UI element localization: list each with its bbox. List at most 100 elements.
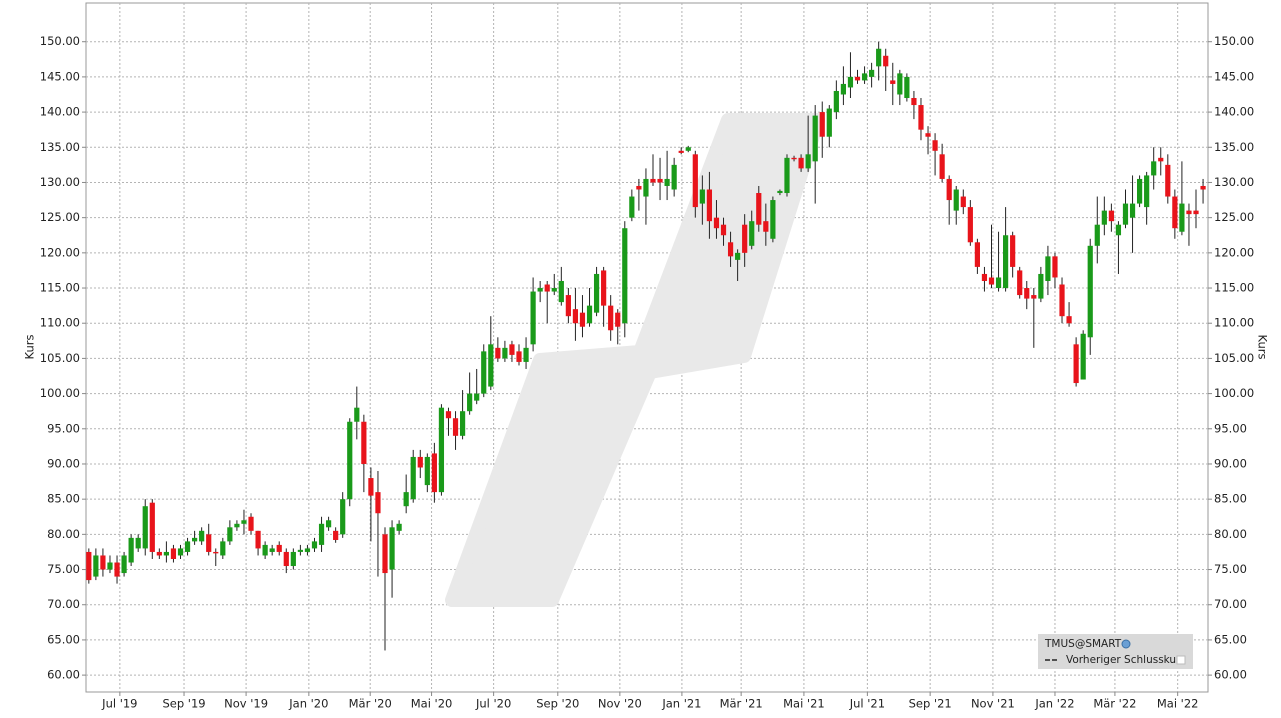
candle-body <box>403 492 409 507</box>
candle-body <box>777 190 783 194</box>
candle-body <box>1200 185 1206 190</box>
candle-body <box>756 193 762 225</box>
candle-body <box>1010 235 1016 267</box>
candle-body <box>431 453 437 493</box>
candle-body <box>100 555 106 570</box>
x-tick-label: Jul '20 <box>475 697 511 711</box>
candle-body <box>452 418 459 436</box>
y2-tick-label: 135.00 <box>1214 140 1254 154</box>
candle-body <box>93 555 99 577</box>
legend-label: Vorheriger Schlusskurs <box>1066 654 1186 666</box>
candle-body <box>615 312 621 327</box>
y2-tick-label: 70.00 <box>1214 597 1247 611</box>
candle-body <box>276 544 282 552</box>
candle-body <box>262 544 268 556</box>
x-tick-label: Mai '20 <box>411 697 453 711</box>
x-tick-label: Sep '19 <box>162 697 205 711</box>
y-tick-label: 95.00 <box>47 421 80 435</box>
x-tick-label: Jan '20 <box>288 697 328 711</box>
y-tick-label: 80.00 <box>47 527 80 541</box>
candle-body <box>467 393 473 412</box>
y-tick-label: 120.00 <box>40 245 80 259</box>
candle-body <box>213 551 219 554</box>
candle-body <box>149 502 155 552</box>
y2-tick-label: 105.00 <box>1214 351 1254 365</box>
candle-body <box>727 242 734 257</box>
candle-body <box>516 351 522 362</box>
candle-body <box>586 305 593 324</box>
candle-body <box>636 185 642 190</box>
candle-body <box>974 242 980 267</box>
candle-body <box>107 562 113 570</box>
candle-body <box>368 478 374 496</box>
candle-body <box>791 157 797 160</box>
candle-body <box>1129 203 1136 218</box>
x-tick-label: Mai '21 <box>783 697 825 711</box>
candle-body <box>474 393 480 401</box>
candle-body <box>1165 164 1171 197</box>
y2-tick-label: 125.00 <box>1214 210 1254 224</box>
candle-body <box>826 108 832 137</box>
candle-body <box>311 541 318 549</box>
candle-body <box>1193 210 1199 215</box>
candle-body <box>932 140 938 151</box>
x-tick-label: Jul '19 <box>101 697 137 711</box>
y2-tick-label: 75.00 <box>1214 562 1247 576</box>
candle-body <box>347 421 353 500</box>
candle-body <box>671 164 677 190</box>
candle-body <box>692 154 698 208</box>
candle-body <box>911 98 917 106</box>
legend-checkbox[interactable] <box>1176 655 1186 665</box>
candle-body <box>361 421 367 464</box>
candle-body <box>699 189 705 204</box>
y-tick-label: 150.00 <box>40 34 80 48</box>
candle-body <box>854 76 861 81</box>
candle-body <box>742 224 748 253</box>
candle-body <box>629 196 635 218</box>
y-axis-label: Kurs <box>23 335 37 360</box>
candle-body <box>897 73 903 95</box>
y-tick-label: 60.00 <box>47 668 80 682</box>
candle-body <box>290 551 296 567</box>
candle-body <box>1144 175 1150 208</box>
x-tick-label: Mär '21 <box>720 697 763 711</box>
candle-body <box>248 516 254 531</box>
y-tick-label: 85.00 <box>47 492 80 506</box>
candle-body <box>967 207 973 243</box>
x-tick-label: Jan '22 <box>1034 697 1074 711</box>
candle-body <box>657 178 663 183</box>
candle-body <box>1122 203 1129 225</box>
candle-body <box>840 83 847 95</box>
candle-body <box>177 548 184 556</box>
x-tick-label: Sep '20 <box>536 697 579 711</box>
candle-body <box>558 280 564 303</box>
candle-body <box>904 76 910 99</box>
candle-body <box>593 273 600 313</box>
candle-body <box>678 150 684 153</box>
legend-label: TMUS@SMART <box>1044 638 1122 650</box>
candle-body <box>869 69 875 77</box>
candle-body <box>861 73 868 81</box>
candle-body <box>918 105 924 130</box>
candle-body <box>86 551 92 581</box>
candle-body <box>537 288 543 292</box>
candle-body <box>819 112 825 137</box>
candle-body <box>135 537 141 549</box>
legend: TMUS@SMART Vorheriger Schlusskurs <box>1038 634 1193 669</box>
candle-body <box>142 506 148 549</box>
candle-body <box>713 217 720 229</box>
candle-body <box>410 456 416 500</box>
candle-body <box>318 523 325 545</box>
candle-body <box>939 154 945 179</box>
candle-body <box>1094 224 1100 246</box>
candles <box>86 41 1206 651</box>
x-tick-label: Mär '20 <box>349 697 392 711</box>
candle-body <box>572 309 579 324</box>
candle-body <box>953 189 959 211</box>
y2-tick-label: 80.00 <box>1214 527 1247 541</box>
y-tick-label: 135.00 <box>40 140 80 154</box>
candle-body <box>1045 256 1051 281</box>
candle-body <box>502 347 508 359</box>
y2-tick-label: 120.00 <box>1214 245 1254 259</box>
candle-body <box>946 178 952 201</box>
